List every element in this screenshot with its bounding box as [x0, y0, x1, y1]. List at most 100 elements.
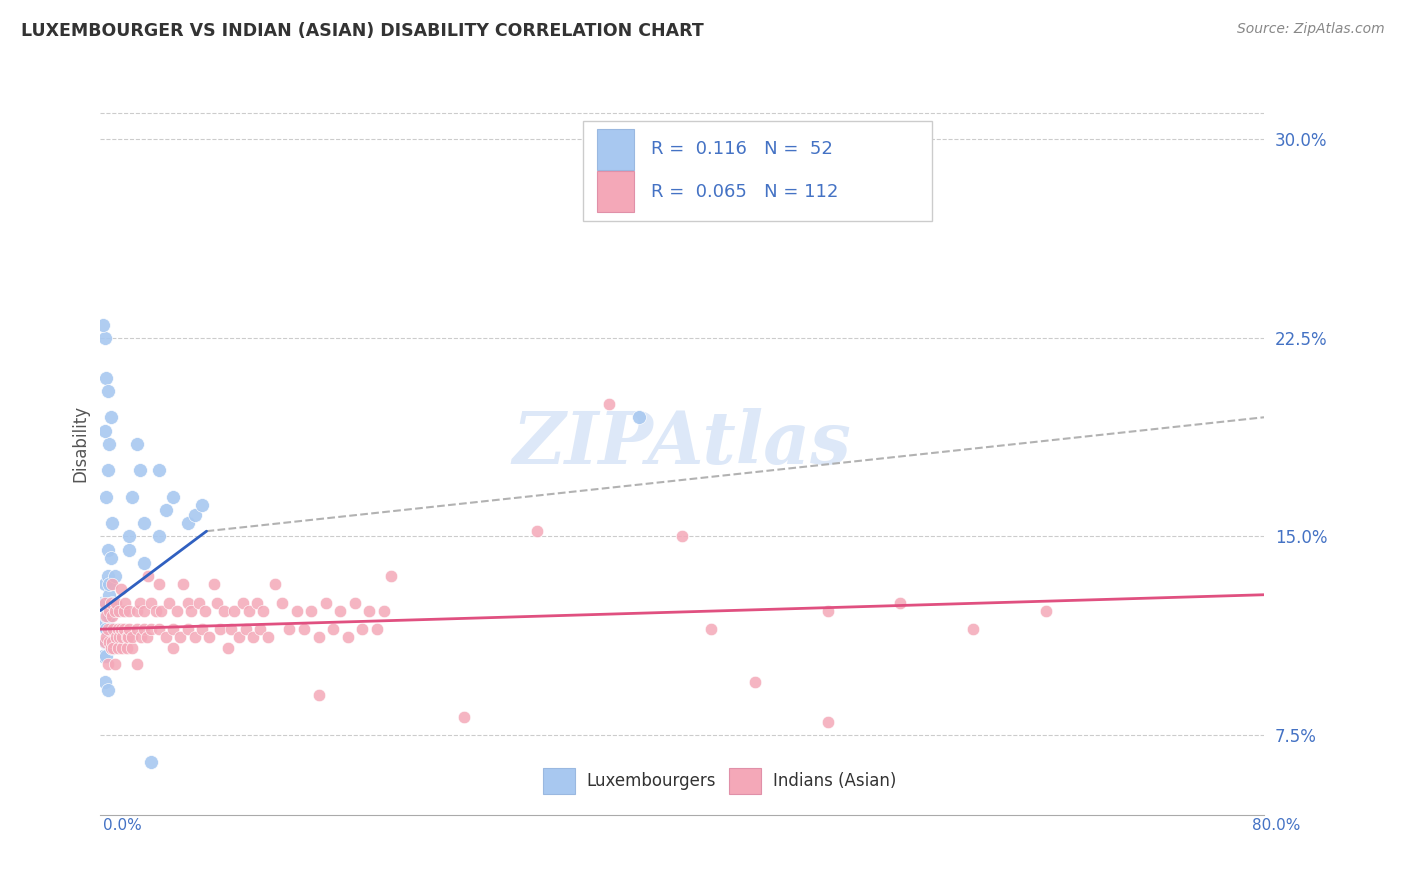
Point: [166, 604, 188, 618]
Text: Source: ZipAtlas.com: Source: ZipAtlas.com: [1237, 22, 1385, 37]
Point: [118, 542, 141, 557]
Point: [97, 657, 120, 671]
Point: [145, 604, 167, 618]
Point: [98, 577, 121, 591]
Point: [141, 622, 163, 636]
Point: [141, 755, 163, 769]
Point: [285, 604, 308, 618]
Point: [343, 596, 366, 610]
Point: [108, 630, 131, 644]
Point: [1035, 604, 1057, 618]
Point: [135, 630, 157, 644]
Point: [96, 630, 118, 644]
Point: [271, 596, 294, 610]
Point: [96, 490, 118, 504]
Point: [249, 622, 271, 636]
Point: [238, 604, 260, 618]
Point: [93, 675, 115, 690]
Point: [817, 714, 839, 729]
Point: [150, 604, 173, 618]
Point: [148, 463, 170, 477]
Text: Indians (Asian): Indians (Asian): [773, 772, 896, 789]
Point: [148, 622, 170, 636]
Point: [96, 648, 118, 663]
Text: LUXEMBOURGER VS INDIAN (ASIAN) DISABILITY CORRELATION CHART: LUXEMBOURGER VS INDIAN (ASIAN) DISABILIT…: [21, 22, 704, 40]
Point: [118, 604, 141, 618]
Point: [132, 556, 155, 570]
Point: [278, 622, 301, 636]
Point: [107, 622, 129, 636]
Point: [111, 630, 134, 644]
Point: [100, 596, 122, 610]
Point: [98, 604, 121, 618]
Point: [101, 608, 124, 623]
Point: [148, 529, 170, 543]
Point: [141, 596, 163, 610]
Point: [97, 569, 120, 583]
Point: [162, 640, 184, 655]
Point: [148, 577, 170, 591]
Point: [100, 550, 122, 565]
Point: [191, 498, 214, 512]
Point: [172, 577, 194, 591]
Point: [98, 635, 121, 649]
Text: 80.0%: 80.0%: [1253, 818, 1301, 832]
Point: [118, 529, 141, 543]
Point: [98, 436, 121, 450]
Point: [97, 463, 120, 477]
Point: [96, 608, 118, 623]
Point: [104, 657, 127, 671]
Point: [115, 630, 138, 644]
Point: [700, 622, 723, 636]
Point: [104, 604, 127, 618]
Point: [889, 596, 911, 610]
Point: [184, 508, 207, 523]
Point: [208, 622, 231, 636]
Point: [744, 675, 766, 690]
Point: [110, 582, 132, 597]
Point: [97, 542, 120, 557]
Point: [101, 577, 124, 591]
Point: [191, 622, 214, 636]
Point: [98, 588, 121, 602]
Point: [817, 604, 839, 618]
Point: [380, 569, 402, 583]
Point: [176, 516, 198, 531]
Point: [138, 569, 160, 583]
Point: [125, 657, 148, 671]
Text: R =  0.065   N = 112: R = 0.065 N = 112: [651, 183, 838, 201]
Point: [121, 490, 143, 504]
Text: R =  0.116   N =  52: R = 0.116 N = 52: [651, 140, 832, 159]
Point: [232, 596, 254, 610]
Point: [115, 640, 138, 655]
Point: [101, 596, 124, 610]
Point: [176, 622, 198, 636]
Point: [627, 410, 650, 425]
Point: [228, 630, 250, 644]
Point: [100, 622, 122, 636]
Text: ZIPAtlas: ZIPAtlas: [513, 409, 852, 479]
Point: [132, 622, 155, 636]
Point: [93, 424, 115, 438]
Point: [105, 596, 128, 610]
Point: [104, 569, 127, 583]
Point: [129, 630, 152, 644]
Point: [352, 622, 374, 636]
Point: [112, 622, 135, 636]
Point: [111, 640, 134, 655]
Point: [101, 640, 124, 655]
Point: [132, 604, 155, 618]
Point: [103, 622, 125, 636]
Point: [101, 516, 124, 531]
Point: [97, 683, 120, 698]
Point: [103, 604, 125, 618]
Point: [103, 635, 125, 649]
Point: [235, 622, 257, 636]
Point: [162, 622, 184, 636]
Point: [128, 463, 150, 477]
Point: [125, 604, 148, 618]
Point: [292, 622, 315, 636]
Point: [125, 622, 148, 636]
Point: [329, 604, 352, 618]
Point: [125, 436, 148, 450]
